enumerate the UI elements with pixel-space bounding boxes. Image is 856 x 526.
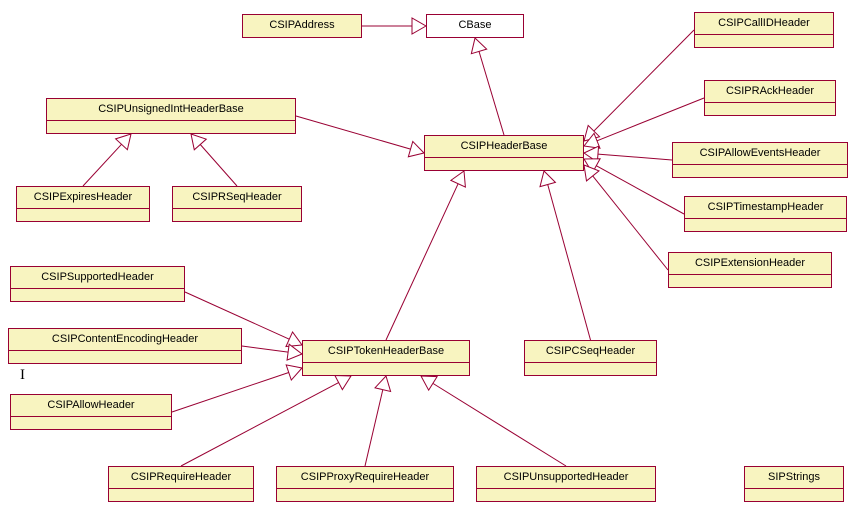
class-SIPStrings: SIPStrings: [744, 466, 844, 502]
class-CSIPTimestampHeader: CSIPTimestampHeader: [684, 196, 847, 232]
class-CSIPContentEncodingHeader: CSIPContentEncodingHeader: [8, 328, 242, 364]
class-body: [11, 417, 171, 429]
class-name: CSIPTokenHeaderBase: [303, 341, 469, 363]
generalization-arrowhead: [584, 125, 600, 141]
generalization-edge: [296, 116, 411, 149]
generalization-edge: [172, 372, 289, 412]
class-CSIPAllowHeader: CSIPAllowHeader: [10, 394, 172, 430]
generalization-edge: [593, 176, 668, 270]
generalization-arrowhead: [375, 376, 391, 391]
class-CSIPHeaderBase: CSIPHeaderBase: [424, 135, 584, 171]
generalization-arrowhead: [451, 171, 466, 187]
class-body: [685, 219, 846, 231]
class-body: [17, 209, 149, 221]
generalization-edge: [200, 144, 237, 186]
text-cursor-ibeam: I: [20, 367, 25, 384]
generalization-arrowhead: [286, 332, 302, 347]
generalization-edge: [433, 383, 566, 466]
class-body: [695, 35, 833, 47]
class-CSIPCSeqHeader: CSIPCSeqHeader: [524, 340, 657, 376]
class-name: CSIPRSeqHeader: [173, 187, 301, 209]
class-body: [277, 489, 453, 501]
class-CSIPAllowEventsHeader: CSIPAllowEventsHeader: [672, 142, 848, 178]
generalization-arrowhead: [286, 365, 302, 380]
class-CSIPAddress: CSIPAddress: [242, 14, 362, 38]
class-name: CSIPExtensionHeader: [669, 253, 831, 275]
generalization-edge: [242, 346, 288, 352]
generalization-edge: [594, 30, 694, 131]
class-name: CSIPCSeqHeader: [525, 341, 656, 363]
generalization-arrowhead: [408, 141, 424, 156]
generalization-arrowhead: [584, 133, 600, 148]
class-name: CSIPRAckHeader: [705, 81, 835, 103]
class-body: [47, 121, 295, 133]
class-body: [669, 275, 831, 287]
class-CBase: CBase: [426, 14, 524, 38]
class-name: CSIPAddress: [243, 15, 361, 36]
class-name: CBase: [427, 15, 523, 36]
class-CSIPUnsupportedHeader: CSIPUnsupportedHeader: [476, 466, 656, 502]
class-name: CSIPRequireHeader: [109, 467, 253, 489]
class-CSIPRSeqHeader: CSIPRSeqHeader: [172, 186, 302, 222]
class-body: [173, 209, 301, 221]
class-name: CSIPTimestampHeader: [685, 197, 846, 219]
class-body: [525, 363, 656, 375]
generalization-edge: [479, 51, 504, 135]
class-CSIPUnsignedIntHeaderBase: CSIPUnsignedIntHeaderBase: [46, 98, 296, 134]
class-body: [109, 489, 253, 501]
class-name: CSIPAllowEventsHeader: [673, 143, 847, 165]
class-body: [303, 363, 469, 375]
generalization-arrowhead: [540, 171, 555, 187]
generalization-arrowhead: [421, 376, 437, 390]
generalization-arrowhead: [471, 38, 486, 54]
class-name: CSIPExpiresHeader: [17, 187, 149, 209]
generalization-arrowhead: [287, 344, 302, 360]
generalization-edge: [598, 154, 672, 160]
class-name: CSIPContentEncodingHeader: [9, 329, 241, 351]
class-CSIPRequireHeader: CSIPRequireHeader: [108, 466, 254, 502]
class-body: [477, 489, 655, 501]
generalization-arrowhead: [412, 18, 426, 34]
class-name: CSIPCallIDHeader: [695, 13, 833, 35]
class-body: [673, 165, 847, 177]
class-CSIPRAckHeader: CSIPRAckHeader: [704, 80, 836, 116]
class-name: CSIPProxyRequireHeader: [277, 467, 453, 489]
class-CSIPTokenHeaderBase: CSIPTokenHeaderBase: [302, 340, 470, 376]
class-name: CSIPAllowHeader: [11, 395, 171, 417]
class-name: CSIPUnsupportedHeader: [477, 467, 655, 489]
class-body: [705, 103, 835, 115]
generalization-edge: [597, 98, 704, 141]
class-name: SIPStrings: [745, 467, 843, 489]
generalization-arrowhead: [584, 146, 599, 162]
class-body: [425, 158, 583, 170]
class-body: [11, 289, 184, 301]
class-body: [9, 351, 241, 363]
class-CSIPExtensionHeader: CSIPExtensionHeader: [668, 252, 832, 288]
generalization-edge: [596, 166, 684, 214]
generalization-edge: [181, 383, 339, 466]
generalization-edge: [386, 184, 458, 340]
class-CSIPProxyRequireHeader: CSIPProxyRequireHeader: [276, 466, 454, 502]
class-CSIPExpiresHeader: CSIPExpiresHeader: [16, 186, 150, 222]
generalization-arrowhead: [335, 375, 351, 389]
class-CSIPCallIDHeader: CSIPCallIDHeader: [694, 12, 834, 48]
generalization-arrowhead: [584, 165, 599, 181]
class-body: [745, 489, 843, 501]
class-name: CSIPHeaderBase: [425, 136, 583, 158]
uml-class-diagram: CBase CSIPAddress CSIPHeaderBase CSIPCallID…: [0, 0, 856, 526]
class-CSIPSupportedHeader: CSIPSupportedHeader: [10, 266, 185, 302]
generalization-arrowhead: [584, 159, 600, 173]
generalization-arrowhead: [191, 134, 206, 150]
generalization-edge: [365, 390, 383, 466]
class-name: CSIPSupportedHeader: [11, 267, 184, 289]
class-name: CSIPUnsignedIntHeaderBase: [47, 99, 295, 121]
generalization-edge: [548, 184, 591, 340]
generalization-arrowhead: [116, 134, 131, 150]
generalization-edge: [83, 144, 122, 186]
